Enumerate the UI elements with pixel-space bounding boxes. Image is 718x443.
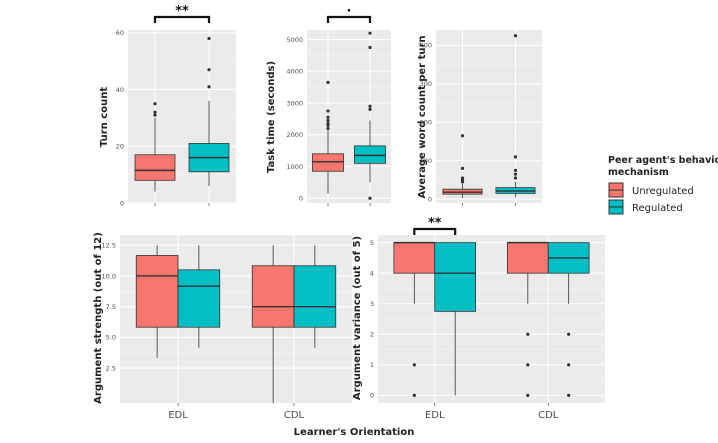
task-time-unregulated-outlier (326, 126, 330, 131)
argument-variance-chart: Argument variance (out of 5) 0 1 2 3 4 5 EDL CD… (352, 216, 605, 421)
task-time-significance-label: · (347, 4, 352, 19)
argument-strength-ytick-label: 5.0 (106, 334, 116, 342)
word-count-ytick-label: 100 (420, 157, 432, 165)
word-count-ytick-label: 400 (420, 42, 432, 50)
turn-count-ytick-label: 0 (120, 199, 124, 207)
task-time-ytick-label: 4000 (286, 68, 303, 76)
argument-variance-unregulated-box (393, 242, 436, 274)
task-time-unregulated-outlier (326, 122, 330, 126)
turn-count-ytick-label: 40 (116, 86, 124, 94)
task-time-unregulated-outlier (326, 109, 330, 113)
argument-strength-chart: Argument strength (out of 12) 12.5 10.0 7.… (93, 232, 352, 421)
word-count-ytick-label: 300 (420, 80, 432, 88)
legend-title-line1: Peer agent's behavior (608, 155, 718, 166)
argument-variance-unregulated-outlier (526, 332, 530, 336)
task-time-unregulated-outlier (326, 80, 330, 84)
task-time-regulated-box (354, 145, 386, 164)
argument-variance-xtick-label-cdl: CDL (538, 410, 559, 421)
argument-variance-regulated-box (434, 242, 477, 312)
argument-variance-unregulated-box (506, 242, 549, 274)
task-time-unregulated-outlier (326, 118, 330, 123)
legend: Peer agent's behavior mechanism Unregula… (608, 155, 718, 215)
task-time-ytick-label: 0 (299, 195, 303, 203)
turn-count-ylabel: Turn count (99, 87, 110, 147)
task-time-regulated-outlier (368, 31, 372, 35)
argument-variance-regulated-outlier (567, 332, 571, 336)
argument-variance-unregulated-outlier (412, 363, 416, 367)
task-time-regulated-outlier (368, 104, 372, 108)
turn-count-regulated-outlier (207, 36, 211, 41)
argument-variance-unregulated-outlier (526, 393, 530, 397)
word-count-chart: Average word count per turn 0 100 200 300 40… (417, 30, 542, 206)
argument-strength-xtick-label-edl: EDL (168, 410, 188, 421)
argument-strength-ytick-label: 7.5 (106, 303, 116, 311)
task-time-unregulated-outlier (326, 115, 330, 119)
word-count-unregulated-outlier (460, 166, 465, 170)
turn-count-ytick-label: 60 (116, 29, 124, 37)
task-time-significance-bracket (326, 15, 372, 23)
argument-variance-unregulated-outlier (412, 393, 416, 397)
turn-count-unregulated-outlier (153, 102, 157, 106)
argument-variance-regulated-outlier (567, 363, 571, 367)
turn-count-significance-label: ** (175, 4, 189, 19)
argument-strength-regulated-box (177, 269, 221, 328)
argument-variance-regulated-outlier (567, 393, 571, 397)
word-count-panel (436, 30, 542, 203)
task-time-regulated-outlier (368, 45, 372, 50)
argument-variance-ytick-label: 0 (370, 392, 374, 400)
turn-count-regulated-outlier (207, 68, 211, 72)
argument-variance-unregulated-outlier (526, 363, 530, 367)
word-count-regulated-outlier (513, 155, 518, 159)
word-count-unregulated-outlier (460, 176, 465, 180)
argument-variance-ytick-label: 3 (370, 300, 374, 308)
task-time-ytick-label: 5000 (286, 36, 303, 44)
argument-variance-ytick-label: 5 (370, 239, 374, 247)
argument-variance-ylabel: Argument variance (out of 5) (352, 236, 363, 400)
argument-strength-xtick-label-cdl: CDL (284, 410, 305, 421)
task-time-unregulated-box (312, 153, 344, 172)
task-time-ytick-label: 1000 (286, 163, 303, 171)
task-time-chart: Task time (seconds) 0 1000 2000 3000 4000 500… (266, 4, 391, 206)
task-time-ytick-label: 2000 (286, 131, 303, 139)
shared-xlabel: Learner's Orientation (294, 427, 415, 438)
task-time-ytick-label: 3000 (286, 99, 303, 107)
turn-count-significance-bracket (153, 15, 211, 23)
turn-count-unregulated-outlier (153, 113, 157, 117)
word-count-regulated-outlier (513, 34, 518, 38)
turn-count-ytick-label: 20 (116, 143, 124, 151)
task-time-regulated-outlier (368, 196, 372, 200)
word-count-regulated-outlier (513, 172, 518, 176)
legend-title-line2: mechanism (608, 167, 669, 178)
word-count-regulated-outlier (513, 176, 518, 180)
argument-strength-unregulated-box (251, 265, 295, 328)
argument-variance-ytick-label: 4 (370, 269, 374, 277)
argument-variance-significance-label: ** (428, 216, 442, 231)
argument-variance-ytick-label: 2 (370, 331, 374, 339)
legend-label-unregulated: Unregulated (632, 186, 694, 197)
word-count-regulated-outlier (513, 168, 518, 172)
word-count-ytick-label: 200 (420, 119, 432, 127)
legend-label-regulated: Regulated (632, 203, 683, 214)
argument-strength-unregulated-box (135, 255, 179, 328)
turn-count-unregulated-outlier (153, 110, 157, 114)
turn-count-chart: Turn count 0 20 40 60 ** (99, 4, 236, 207)
argument-strength-ytick-label: 10.0 (102, 272, 116, 280)
task-time-panel (307, 30, 391, 203)
word-count-unregulated-outlier (460, 134, 465, 138)
task-time-regulated-outlier (368, 107, 372, 111)
word-count-ytick-label: 0 (428, 195, 432, 203)
argument-variance-ytick-label: 1 (370, 361, 374, 369)
argument-variance-significance-bracket (413, 227, 457, 235)
argument-strength-ytick-label: 2.5 (106, 364, 116, 372)
argument-strength-ytick-label: 12.5 (102, 242, 116, 250)
argument-strength-ylabel: Argument strength (out of 12) (93, 232, 104, 404)
argument-strength-regulated-box (293, 265, 337, 328)
argument-variance-xtick-label-edl: EDL (425, 410, 445, 421)
turn-count-regulated-outlier (207, 85, 211, 89)
turn-count-unregulated-box (134, 154, 176, 181)
word-count-ylabel: Average word count per turn (417, 35, 428, 198)
task-time-ylabel: Task time (seconds) (266, 61, 277, 173)
